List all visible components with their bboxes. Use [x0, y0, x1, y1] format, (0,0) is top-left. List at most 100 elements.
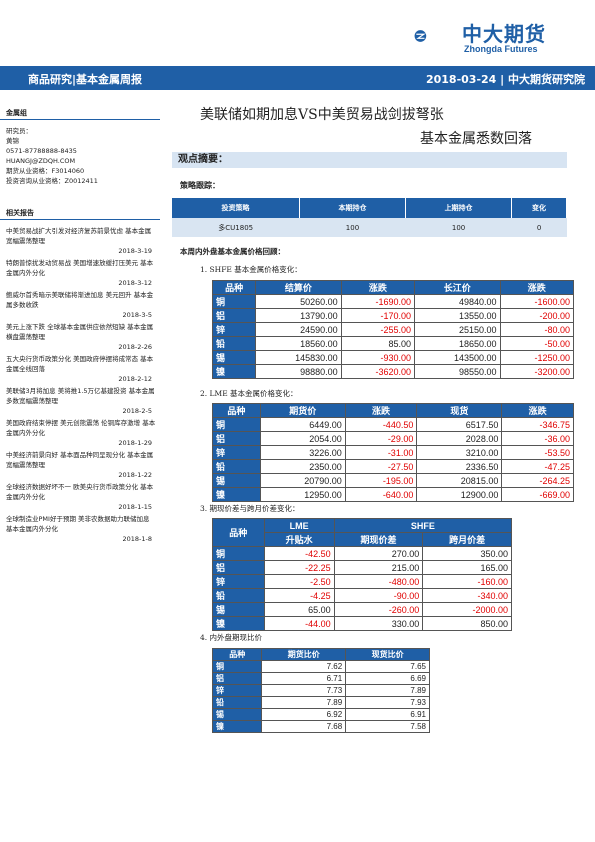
lme-row: 锌 3226.00 -31.00 3210.00 -53.50 [212, 445, 574, 460]
section-lme-heading: 2. LME 基本金属价格变化： [200, 389, 298, 398]
strategy-cell: 100 [299, 218, 406, 237]
analyst-info-line: 0571-87788888-8435 [6, 147, 77, 155]
spread-value-cell: 330.00 [333, 616, 424, 631]
shfe-value-cell: 98550.00 [414, 364, 501, 379]
related-report-title: 美联储3月将加息 美将推1.5万亿基建投资 基本金属多数宽幅震荡整理 [6, 387, 155, 405]
related-report-title: 美国政府结束停摆 美元创熊震荡 伦铜库存激增 基本金属内外分化 [6, 419, 156, 437]
ratio-row: 铝 6.71 6.69 [211, 672, 430, 685]
lme-value-cell: 2054.00 [259, 431, 346, 446]
spread-value-cell: 350.00 [422, 546, 512, 561]
lme-value-cell: 12950.00 [259, 487, 346, 502]
ratio-value-cell: 7.58 [345, 720, 430, 733]
spread-lme-group: LME [263, 518, 335, 533]
ratio-value-cell: 7.65 [345, 660, 430, 673]
strategy-cell: 多CU1805 [172, 218, 300, 237]
related-report-date: 2018-2-26 [118, 343, 152, 351]
shfe-header-cell: 品种 [211, 280, 257, 295]
spread-value-cell: 850.00 [422, 616, 512, 631]
lme-value-cell: -346.75 [501, 417, 574, 432]
shfe-row: 铝 13790.00 -170.00 13550.00 -200.00 [211, 308, 575, 323]
ratio-value-cell: 7.89 [261, 696, 347, 709]
spread-row: 铅 -4.25 -90.00 -340.00 [212, 588, 512, 603]
ratio-row: 锌 7.73 7.89 [211, 684, 430, 697]
analyst-info: 研究员： 黄锦 0571-87788888-8435 HUANGJ@ZDQH.COM 期… [0, 126, 160, 186]
shfe-value-cell: 143500.00 [414, 350, 501, 365]
lme-header-cell: 期货价 [259, 403, 346, 418]
shfe-value-cell: 18560.00 [255, 336, 342, 351]
shfe-header-cell: 结算价 [255, 280, 342, 295]
lme-value-cell: 6517.50 [416, 417, 503, 432]
shfe-header-cell: 涨跌 [499, 280, 575, 295]
spread-value-cell: -22.25 [263, 560, 335, 575]
analyst-info-line: 期货从业资格：F3014060 [6, 167, 85, 175]
lme-metal-name: 铅 [212, 459, 261, 474]
lme-header-cell: 品种 [212, 403, 261, 418]
lme-header-cell: 涨跌 [501, 403, 574, 418]
lme-row: 铅 2350.00 -27.50 2336.50 -47.25 [212, 459, 574, 474]
related-report-title: 中美经济前景向好 基本面品种同呈现分化 基本金属宽幅震荡整理 [6, 451, 154, 469]
shfe-header-cell: 长江价 [414, 280, 501, 295]
spread-shfe-group: SHFE [333, 518, 513, 533]
spread-value-cell: -340.00 [422, 588, 512, 603]
shfe-metal-name: 铅 [211, 336, 257, 351]
related-report-item: 全球经济数据好坏不一 欧美央行货币政策分化 基本金属内外分化 2018-1-15 [6, 482, 156, 512]
lme-metal-name: 镍 [212, 487, 261, 502]
shfe-value-cell: -3200.00 [499, 364, 575, 379]
spread-sub-header: 期现价差 [333, 532, 424, 547]
lme-value-cell: 2336.50 [416, 459, 503, 474]
spread-table: 品种 LME SHFE 升贴水 期现价差 跨月价差 铜 -42.50 270.00 350… [212, 518, 513, 631]
weekly-review-heading: 本周内外盘基本金属价格回顾： [180, 247, 285, 256]
shfe-value-cell: -930.00 [340, 350, 416, 365]
strategy-row: 多CU1805 100 100 0 [172, 218, 567, 237]
section-shfe-heading: 1. SHFE 基本金属价格变化： [200, 265, 302, 274]
report-subtitle: 基本金属悉数回落 [420, 131, 532, 147]
spread-value-cell: -2000.00 [422, 602, 512, 617]
related-report-item: 美联储3月将加息 美将推1.5万亿基建投资 基本金属多数宽幅震荡整理 2018-2… [6, 386, 156, 416]
company-logo [414, 30, 427, 42]
section-ratio-heading: 4. 内外盘期现比价 [200, 633, 263, 642]
shfe-value-cell: 13790.00 [255, 308, 342, 323]
related-report-date: 2018-3-12 [118, 279, 152, 287]
lme-value-cell: 3210.00 [416, 445, 503, 460]
ratio-row: 铜 7.62 7.65 [211, 660, 430, 673]
spread-sub-header: 升贴水 [263, 532, 335, 547]
strategy-table: 投资策略 本期持仓 上期持仓 变化 多CU1805 100 100 0 [172, 198, 567, 237]
spread-value-cell: -42.50 [263, 546, 335, 561]
ratio-table: 品种 期货比价 现货比价 铜 7.62 7.65 铝 6.71 6.69 锌 7.73 7.89 铅 7… [211, 648, 430, 733]
shfe-metal-name: 铝 [211, 308, 257, 323]
spread-row: 锌 -2.50 -480.00 -160.00 [212, 574, 512, 589]
related-report-date: 2018-1-22 [118, 471, 152, 479]
spread-sub-header: 跨月价差 [422, 532, 512, 547]
ratio-header-cell: 现货比价 [345, 648, 430, 661]
spread-value-cell: 165.00 [422, 560, 512, 575]
related-report-item: 中美贸易战扩大引发对经济复苏前景忧虑 基本金属宽幅震荡整理 2018-3-19 [6, 226, 156, 256]
shfe-metal-name: 铜 [211, 294, 257, 309]
shfe-header-cell: 涨跌 [340, 280, 416, 295]
shfe-value-cell: -1250.00 [499, 350, 575, 365]
lme-value-cell: -195.00 [344, 473, 418, 488]
related-report-title: 全球制造业PMI好于预期 美非农数据助力联储加息 基本金属内外分化 [6, 515, 150, 533]
lme-metal-name: 铜 [212, 417, 261, 432]
related-report-item: 五大央行货币政策分化 美国政府停摆将成常态 基本金属全线回落 2018-2-12 [6, 354, 156, 384]
section-spread-heading: 3. 期现价差与跨月价差变化： [200, 504, 300, 513]
sidebar: 金属组 研究员： 黄锦 0571-87788888-8435 HUANGJ@ZDQH.… [0, 108, 160, 546]
spread-value-cell: -2.50 [263, 574, 335, 589]
logo-z-icon [416, 33, 426, 39]
shfe-row: 锡 145830.00 -930.00 143500.00 -1250.00 [211, 350, 575, 365]
related-report-item: 中美经济前景向好 基本面品种同呈现分化 基本金属宽幅震荡整理 2018-1-22 [6, 450, 156, 480]
spread-metal-name: 镍 [212, 616, 265, 631]
related-reports-title: 相关报告 [0, 208, 160, 220]
related-report-item: 美元上涨下跌 全球基本金属供应依然短缺 基本金属横盘震荡整理 2018-2-26 [6, 322, 156, 352]
lme-row: 铜 6449.00 -440.50 6517.50 -346.75 [212, 417, 574, 432]
ratio-row: 镍 7.68 7.58 [211, 720, 430, 733]
analyst-group-title: 金属组 [0, 108, 160, 120]
strategy-heading: 策略跟踪： [180, 181, 220, 190]
lme-value-cell: 3226.00 [259, 445, 346, 460]
lme-metal-name: 锡 [212, 473, 261, 488]
analyst-info-line: 投资咨询从业资格：Z0012411 [6, 177, 98, 185]
shfe-value-cell: -255.00 [340, 322, 416, 337]
shfe-value-cell: -200.00 [499, 308, 575, 323]
spread-value-cell: -4.25 [263, 588, 335, 603]
shfe-value-cell: 49840.00 [414, 294, 501, 309]
ratio-value-cell: 7.73 [261, 684, 347, 697]
